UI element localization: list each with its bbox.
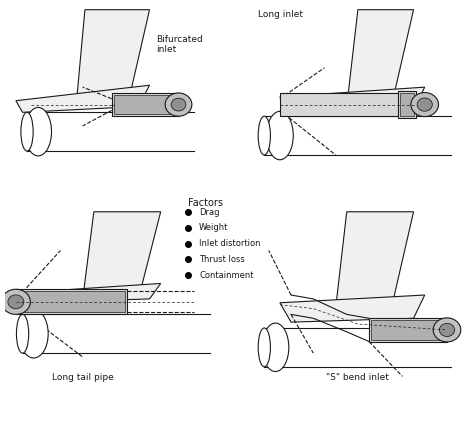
Ellipse shape xyxy=(411,93,438,117)
Ellipse shape xyxy=(25,107,52,156)
Polygon shape xyxy=(112,93,179,116)
Ellipse shape xyxy=(171,98,186,111)
Polygon shape xyxy=(369,318,447,341)
Polygon shape xyxy=(280,87,425,116)
Ellipse shape xyxy=(262,323,289,371)
Ellipse shape xyxy=(8,295,24,309)
Ellipse shape xyxy=(17,314,29,353)
Ellipse shape xyxy=(266,112,293,160)
Text: Containment: Containment xyxy=(199,271,254,280)
Polygon shape xyxy=(400,93,413,116)
Ellipse shape xyxy=(417,98,432,111)
Polygon shape xyxy=(16,289,127,314)
Ellipse shape xyxy=(258,116,271,155)
Ellipse shape xyxy=(165,93,192,116)
Text: Long inlet: Long inlet xyxy=(258,10,302,19)
Polygon shape xyxy=(114,95,176,114)
Text: Thrust loss: Thrust loss xyxy=(199,255,245,264)
Text: Bifurcated
inlet: Bifurcated inlet xyxy=(156,35,203,54)
Polygon shape xyxy=(76,10,149,107)
Polygon shape xyxy=(82,212,161,299)
Polygon shape xyxy=(346,10,413,107)
Ellipse shape xyxy=(21,112,33,151)
Ellipse shape xyxy=(1,289,30,314)
Ellipse shape xyxy=(433,318,461,342)
Ellipse shape xyxy=(19,309,48,358)
Polygon shape xyxy=(371,320,445,340)
Text: Weight: Weight xyxy=(199,224,228,232)
Text: Inlet distortion: Inlet distortion xyxy=(199,239,261,248)
Text: "S" bend inlet: "S" bend inlet xyxy=(327,373,389,381)
Polygon shape xyxy=(18,291,125,312)
Text: Drag: Drag xyxy=(199,208,219,217)
Ellipse shape xyxy=(439,323,455,336)
Text: Factors: Factors xyxy=(188,198,223,208)
Polygon shape xyxy=(16,283,161,303)
Polygon shape xyxy=(16,85,149,112)
Polygon shape xyxy=(398,91,416,118)
Text: Long tail pipe: Long tail pipe xyxy=(52,373,114,381)
Ellipse shape xyxy=(258,328,271,367)
Polygon shape xyxy=(336,212,413,309)
Polygon shape xyxy=(280,93,413,116)
Polygon shape xyxy=(280,295,425,322)
